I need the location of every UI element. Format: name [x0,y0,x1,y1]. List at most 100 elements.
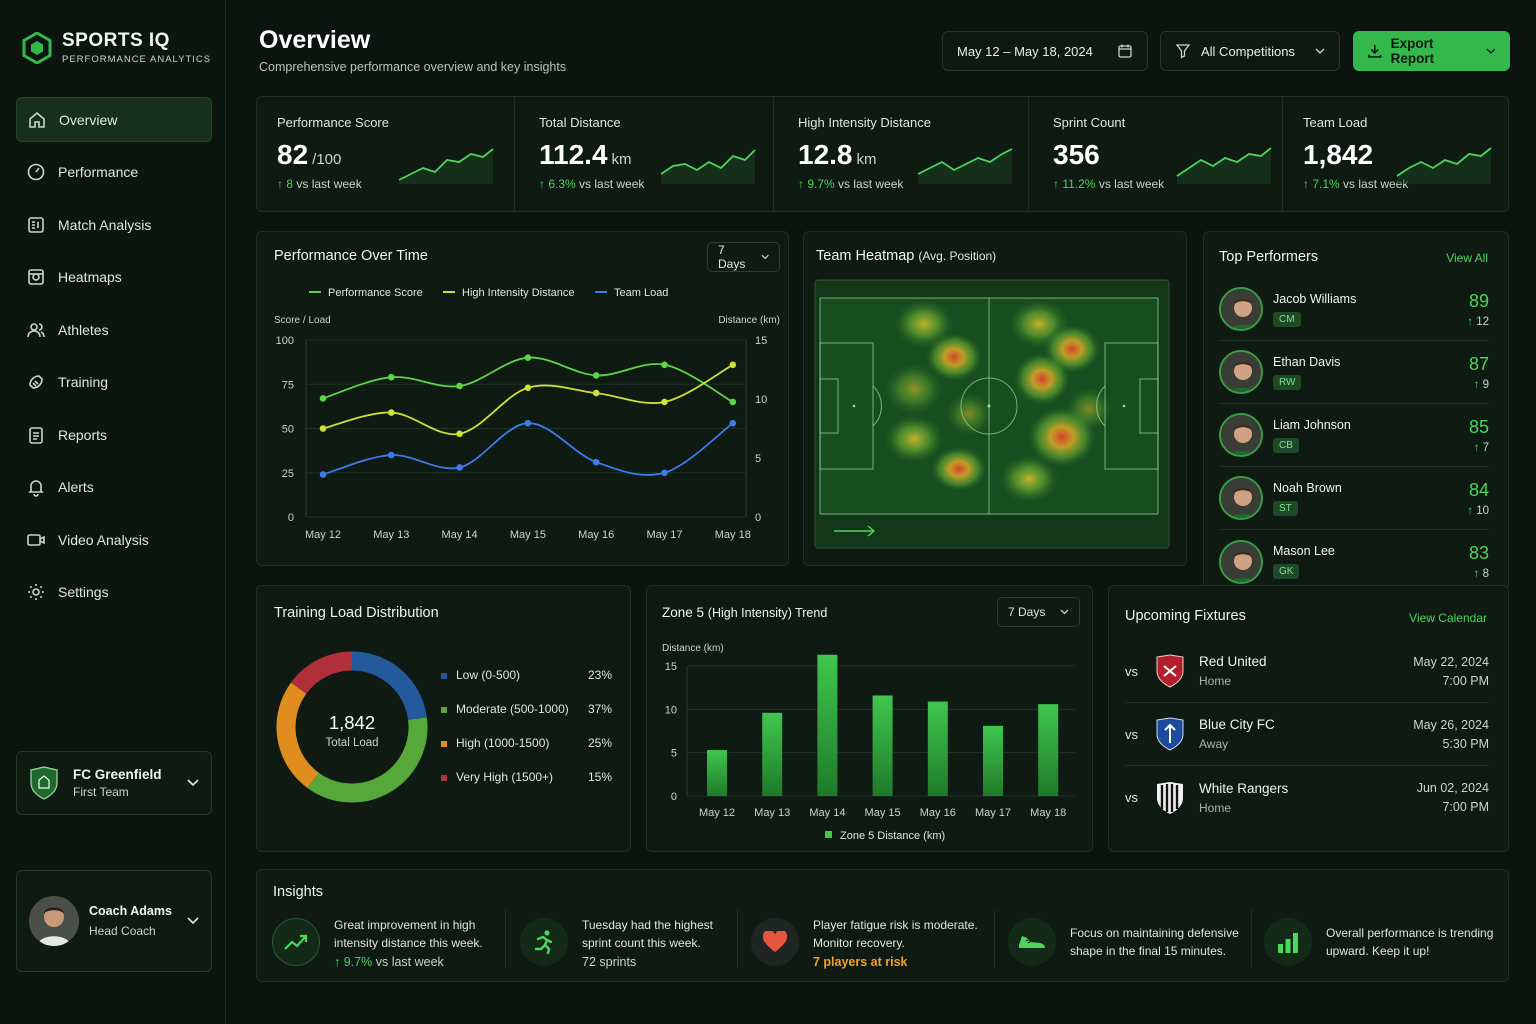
x-tick-label: May 15 [865,807,901,819]
x-tick-label: May 17 [975,807,1011,819]
view-all-link[interactable]: View All [1446,251,1488,265]
download-icon [1368,45,1382,58]
kpi-team-load[interactable]: Team Load 1,842 ↑ 7.1% vs last week [1283,97,1510,212]
kpi-change-suffix: vs last week [1343,177,1409,191]
data-point [524,384,532,392]
brand[interactable]: SPORTS IQ PERFORMANCE ANALYTICS [22,30,211,65]
panel-title-paren: (High Intensity) Trend [707,606,828,620]
legend-label: Low (0-500) [456,668,520,682]
performance-line-chart: 0 25 50 75 100 0 5 10 15 Score / Load Distance (km… [274,287,780,541]
player-position-badge: CB [1273,437,1299,453]
nav-item-heatmaps[interactable]: Heatmaps [16,255,212,300]
insight-item[interactable]: Player fatigue risk is moderate. Monitor… [751,912,983,972]
nav-item-training[interactable]: Training [16,360,212,405]
data-point [456,430,463,438]
export-report-button[interactable]: Export Report [1353,31,1510,71]
kpi-sprint-count[interactable]: Sprint Count 356 ↑ 11.2% vs last week [1033,97,1285,212]
nav-label: Video Analysis [58,531,149,548]
gear-icon [28,584,44,600]
kpi-total-distance[interactable]: Total Distance 112.4 km ↑ 6.3% vs last we… [519,97,776,212]
player-score: 87 [1468,353,1489,374]
player-avatar [1219,476,1263,520]
kpi-value: 82 [277,139,309,170]
performer-row[interactable]: Liam Johnson CB 85 ↑ 7 [1219,404,1489,467]
kpi-performance-score[interactable]: Performance Score 82/100 ↑ 8 vs last wee… [257,97,514,212]
player-avatar [1219,539,1263,584]
kpi-high-intensity-distance[interactable]: High Intensity Distance 12.8 km ↑ 9.7% vs… [778,97,1035,212]
kpi-change: 6.3% [548,177,576,191]
performer-row[interactable]: Noah Brown ST 84 ↑ 10 [1219,467,1489,530]
nav-item-overview[interactable]: Overview [16,97,212,142]
x-tick-label: May 12 [305,529,341,541]
heatmap-pitch [814,279,1170,549]
y-tick-label: 25 [282,468,294,480]
panel-title: Team Heatmap [816,248,915,264]
kpi-unit: km [856,151,877,168]
x-tick-label: May 16 [920,807,956,819]
y-tick-label: 5 [671,748,677,760]
trend-up-icon: ↑ [1053,177,1063,191]
coach-avatar [29,896,79,946]
kpi-change: 7.1% [1312,177,1340,191]
legend-label: Zone 5 Distance (km) [840,830,945,842]
player-name: Jacob Williams [1273,291,1357,306]
nav-item-reports[interactable]: Reports [16,412,212,457]
competition-filter[interactable]: All Competitions [1160,31,1340,71]
fixture-row[interactable]: vs White Rangers Home Jun 02, 2024 7:00 PM [1125,766,1489,829]
donut-slice [307,717,428,803]
nav-item-video-analysis[interactable]: Video Analysis [16,517,212,562]
users-icon [27,322,45,337]
performer-row[interactable]: Jacob Williams CM 89 ↑ 12 [1219,278,1489,341]
chevron-down-icon [761,254,769,260]
trend-up-icon: ↑ [539,177,549,191]
shoe-icon [1019,936,1045,948]
fixture-time: 7:00 PM [1442,673,1489,688]
x-tick-label: May 14 [442,529,478,541]
kpi-label: Performance Score [277,115,389,130]
fixture-vs: vs [1125,663,1138,679]
date-range-text: May 12 – May 18, 2024 [957,43,1093,59]
nav-item-athletes[interactable]: Athletes [16,307,212,352]
view-calendar-link[interactable]: View Calendar [1409,611,1487,625]
sparkline [660,149,756,184]
nav-item-performance[interactable]: Performance [16,150,212,195]
insight-item[interactable]: Tuesday had the highest sprint count thi… [520,912,725,972]
date-range-picker[interactable]: May 12 – May 18, 2024 [942,31,1148,71]
fixture-vs: vs [1125,790,1138,805]
insight-item[interactable]: Overall performance is trending upward. … [1264,912,1500,972]
y-tick-label: 15 [665,661,677,673]
range-select[interactable]: 7 Days [997,597,1080,627]
insight-item[interactable]: Great improvement in high intensity dist… [272,912,492,972]
legend-value: 25% [588,736,612,750]
nav-item-alerts[interactable]: Alerts [16,465,212,510]
legend-value: 15% [588,770,612,784]
x-tick-label: May 17 [646,529,682,541]
nav-item-settings[interactable]: Settings [16,570,212,615]
legend-label: High (1000-1500) [456,736,549,750]
range-select[interactable]: 7 Days [707,242,780,272]
kpi-value: 12.8 [798,139,853,170]
data-point [319,425,327,432]
fixture-date: May 26, 2024 [1413,717,1489,732]
performer-row[interactable]: Ethan Davis RW 87 ↑ 9 [1219,341,1489,404]
insight-item[interactable]: Focus on maintaining defensive shape in … [1008,912,1244,972]
y-tick-label: 10 [665,704,677,716]
insight-sub: 72 sprints [582,954,637,969]
legend-swatch [441,775,447,781]
nav-item-match-analysis[interactable]: Match Analysis [16,202,212,247]
training-icon [29,375,43,389]
fixture-row[interactable]: vs Blue City FC Away May 26, 2024 5:30 PM [1125,703,1489,766]
data-point [319,395,327,402]
bar [1038,704,1059,796]
chevron-down-icon [187,917,199,925]
nav-label: Heatmaps [58,269,122,285]
trend-up-icon [284,934,308,950]
team-selector[interactable]: FC Greenfield First Team [16,751,212,815]
performer-row[interactable]: Mason Lee GK 83 ↑ 8 [1219,530,1489,593]
fixture-row[interactable]: vs Red United Home May 22, 2024 7:00 PM [1125,640,1489,703]
x-tick-label: May 16 [578,529,614,541]
user-profile[interactable]: Coach Adams Head Coach [16,870,212,972]
player-name: Mason Lee [1273,544,1335,558]
nav-label: Alerts [58,479,94,495]
load-donut-chart: Low (0-500) 23% Moderate (500-1000) 37% High… [276,651,612,803]
